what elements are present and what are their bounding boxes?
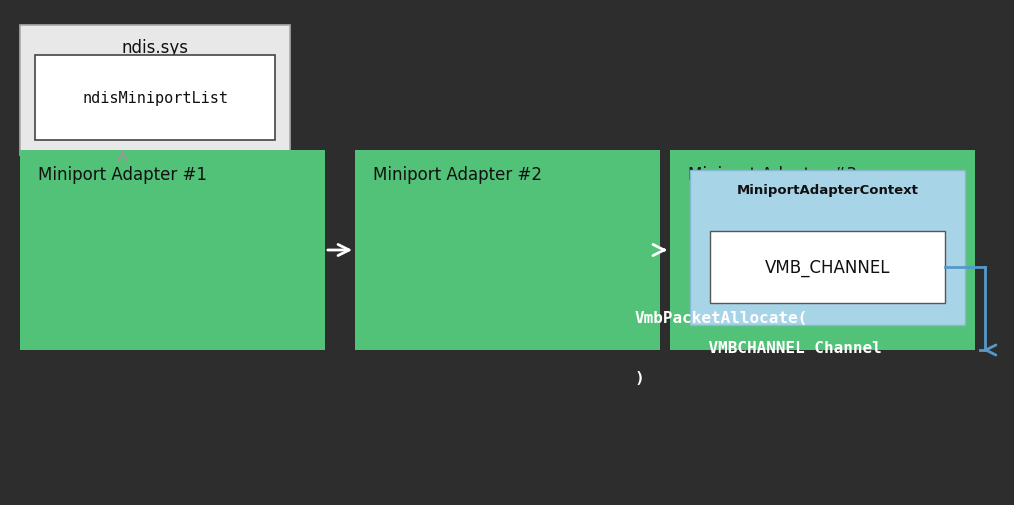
FancyBboxPatch shape <box>20 26 290 156</box>
FancyBboxPatch shape <box>20 150 325 350</box>
Text: MiniportAdapterContext: MiniportAdapterContext <box>736 184 919 197</box>
Text: ndis.sys: ndis.sys <box>122 39 189 57</box>
Text: Miniport Adapter #2: Miniport Adapter #2 <box>373 166 542 184</box>
Text: VmbPacketAllocate(: VmbPacketAllocate( <box>635 311 808 325</box>
Text: VMBCHANNEL Channel: VMBCHANNEL Channel <box>670 340 882 356</box>
FancyBboxPatch shape <box>355 150 660 350</box>
FancyBboxPatch shape <box>35 56 275 141</box>
Text: Miniport Adapter #3: Miniport Adapter #3 <box>689 166 857 184</box>
FancyBboxPatch shape <box>670 150 975 350</box>
Text: ndisMiniportList: ndisMiniportList <box>82 91 228 106</box>
Text: VMB_CHANNEL: VMB_CHANNEL <box>765 259 890 276</box>
FancyBboxPatch shape <box>710 231 945 304</box>
Text: ): ) <box>635 370 645 385</box>
Text: Miniport Adapter #1: Miniport Adapter #1 <box>38 166 207 184</box>
FancyBboxPatch shape <box>690 171 965 325</box>
